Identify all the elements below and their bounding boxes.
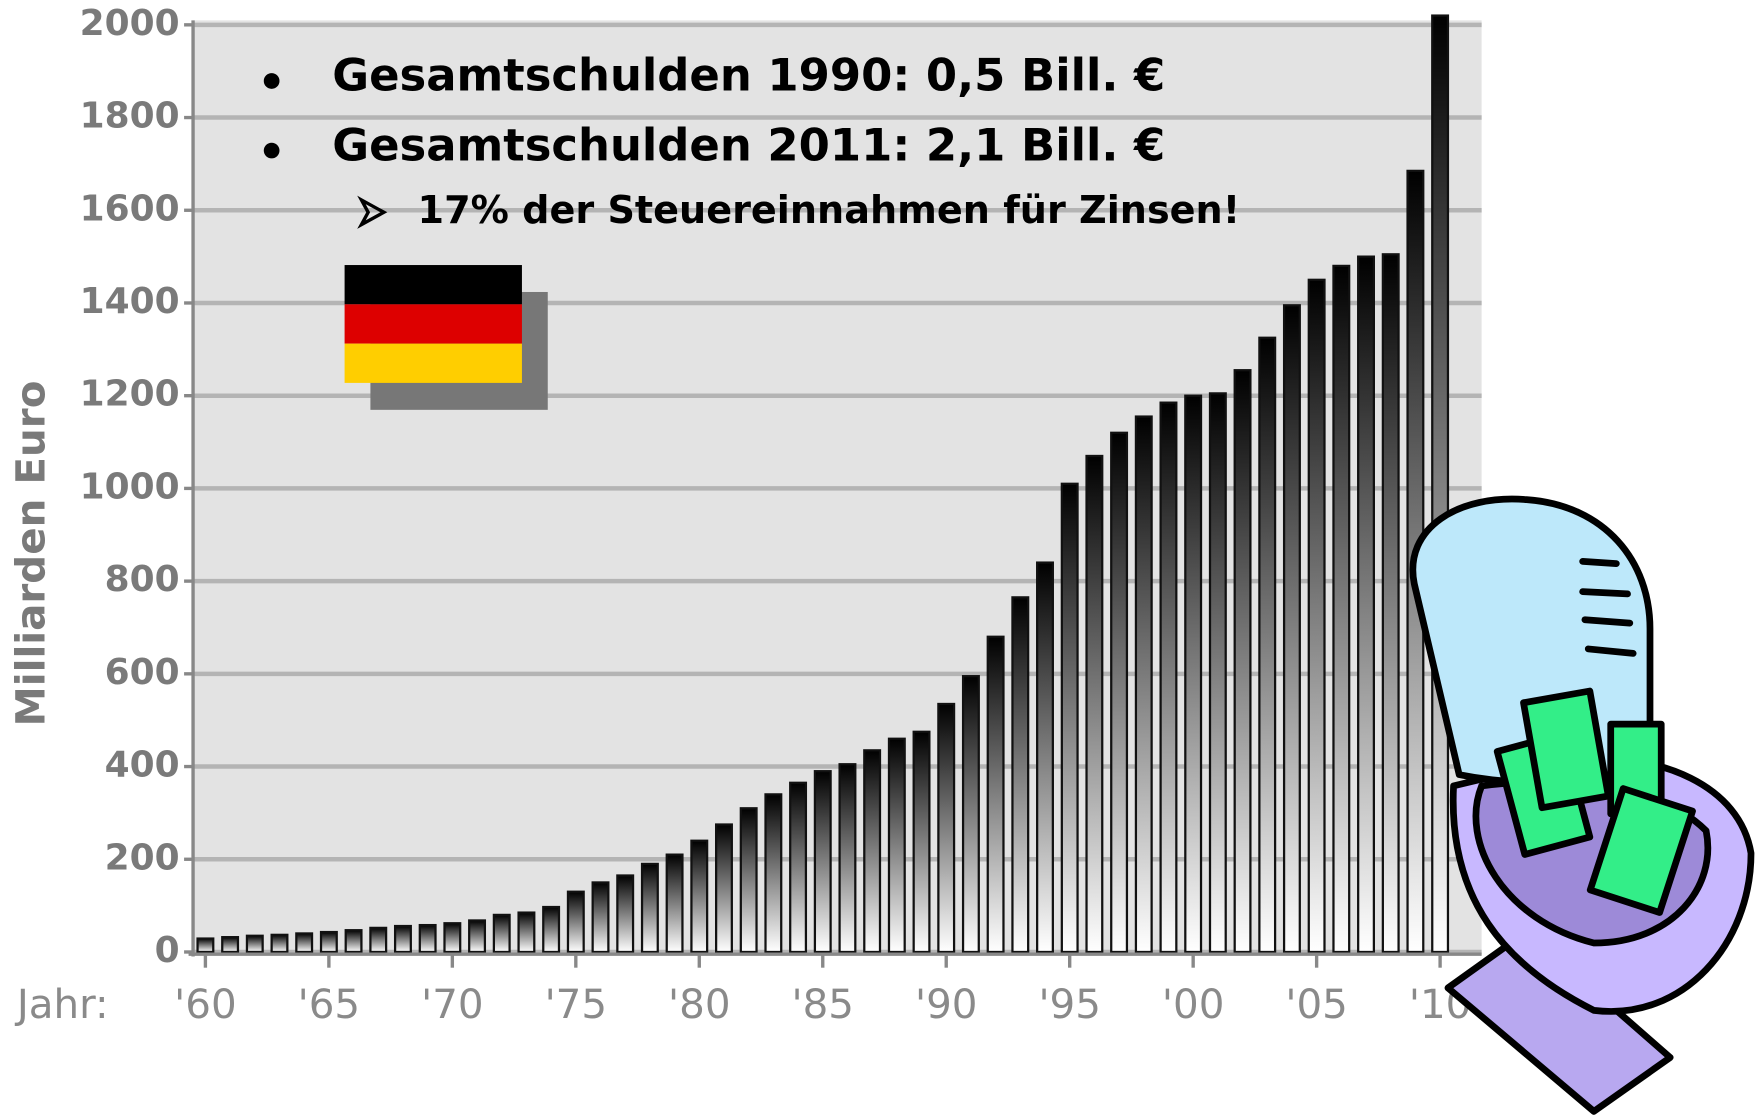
bar	[766, 794, 782, 952]
y-tick-label: 1800	[80, 96, 180, 137]
x-tick-label: '05	[1285, 980, 1348, 1028]
page: Milliarden Euro Jahr: Gesamtschulden 199…	[0, 0, 1760, 1116]
bar	[519, 913, 535, 952]
bar	[1062, 484, 1078, 952]
x-tick-label: '65	[298, 980, 361, 1028]
bar	[198, 939, 214, 952]
bar	[1358, 257, 1374, 952]
x-tick-label: '95	[1038, 980, 1101, 1028]
y-tick-label: 1200	[80, 374, 180, 415]
bar	[568, 892, 584, 952]
bar	[815, 771, 831, 952]
bar	[1037, 563, 1053, 952]
bar	[1111, 433, 1127, 952]
bar	[914, 732, 930, 952]
bar	[543, 907, 559, 952]
bar	[1161, 403, 1177, 952]
annotation: Gesamtschulden 2011: 2,1 Bill. €	[332, 118, 1165, 171]
bar	[938, 704, 954, 952]
flag	[345, 265, 548, 410]
y-tick-label: 1600	[80, 188, 180, 229]
bar	[1284, 305, 1300, 952]
x-tick-label: '75	[545, 980, 607, 1028]
bar	[1235, 370, 1251, 952]
y-tick-label: 600	[105, 652, 180, 693]
bar	[420, 925, 436, 952]
bar	[889, 739, 905, 952]
bar	[617, 875, 633, 951]
y-tick-label: 0	[155, 930, 180, 971]
bar	[988, 637, 1004, 952]
x-axis-title: Jahr:	[14, 980, 109, 1028]
y-axis-title: Milliarden Euro	[7, 381, 55, 727]
bar	[469, 920, 485, 952]
bar	[1259, 338, 1275, 952]
bar	[667, 855, 683, 952]
bar	[1136, 417, 1152, 952]
bar	[741, 808, 757, 952]
bar	[321, 932, 337, 952]
bar	[1309, 280, 1325, 952]
bar	[691, 841, 707, 952]
bar	[642, 864, 658, 952]
bar	[296, 933, 312, 952]
bar	[1087, 456, 1103, 952]
bar	[1333, 266, 1349, 952]
bar	[1185, 396, 1201, 952]
bar	[494, 915, 510, 952]
annotation: 17% der Steuereinnahmen für Zinsen!	[418, 188, 1241, 232]
bar	[444, 923, 460, 952]
x-tick-label: '70	[421, 980, 484, 1028]
x-tick-label: '80	[668, 980, 731, 1028]
bar	[1012, 597, 1028, 952]
bar	[593, 882, 609, 952]
bullet	[264, 73, 280, 89]
bar	[222, 937, 238, 952]
bar	[370, 928, 386, 952]
y-tick-label: 200	[105, 837, 180, 878]
bar	[840, 764, 856, 952]
bar	[272, 935, 288, 952]
y-tick-label: 400	[105, 745, 180, 786]
y-tick-label: 800	[105, 559, 180, 600]
y-tick-label: 1000	[80, 466, 180, 507]
y-tick-label: 2000	[80, 3, 180, 44]
x-tick-label: '60	[174, 980, 237, 1028]
bar	[247, 936, 263, 952]
bar	[963, 676, 979, 952]
bar	[716, 824, 732, 951]
chart: Milliarden Euro Jahr: Gesamtschulden 199…	[0, 0, 1760, 1116]
bar	[346, 930, 362, 952]
bullet	[264, 143, 280, 159]
bar	[1432, 16, 1448, 952]
x-tick-label: '85	[792, 980, 855, 1028]
bar	[395, 926, 411, 952]
bar	[864, 750, 880, 952]
y-tick-label: 1400	[80, 281, 180, 322]
bar	[1383, 254, 1399, 952]
bar	[790, 783, 806, 952]
x-tick-label: '90	[915, 980, 978, 1028]
bar	[1210, 393, 1226, 952]
x-tick-label: '00	[1162, 980, 1225, 1028]
annotation: Gesamtschulden 1990: 0,5 Bill. €	[332, 49, 1165, 102]
